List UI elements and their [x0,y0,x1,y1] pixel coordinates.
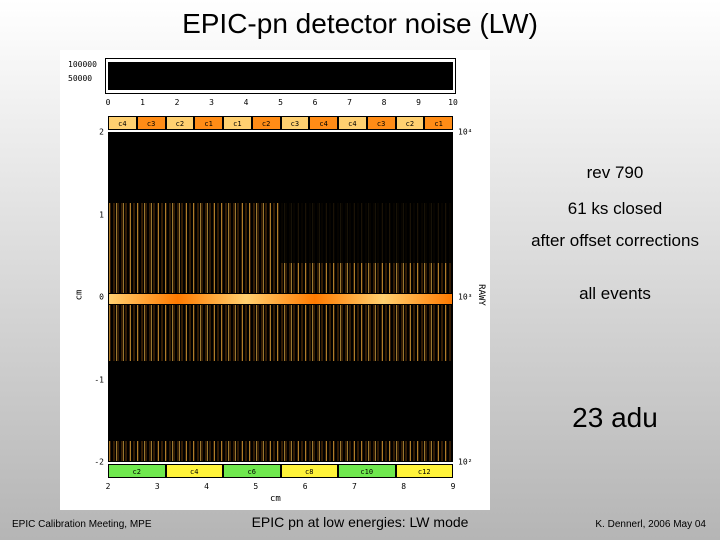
label-closed: 61 ks closed [530,198,700,219]
slide-title: EPIC-pn detector noise (LW) [0,8,720,40]
dark-band-top [109,133,452,203]
x-axis-unit: cm [270,494,281,504]
top-axis: 012345678910 [108,96,453,108]
dark-band-mid [281,203,453,263]
quadrant-label-row: c4c3c2c1c1c2c3c4c4c3c2c1 [108,116,453,130]
detector-figure: 100000 50000 012345678910 c4c3c2c1c1c2c3… [60,50,490,510]
label-offset: after offset corrections [530,230,700,251]
label-adu: 23 adu [530,402,700,434]
top-y-label-0: 100000 [68,60,97,69]
footer-right: K. Dennerl, 2006 May 04 [595,519,706,530]
mid-separator-bar [109,293,452,305]
label-rev: rev 790 [530,162,700,183]
rawy-label: RAWY [476,284,486,306]
detector-image [108,132,453,462]
label-events: all events [530,283,700,304]
top-y-label-1: 50000 [68,74,92,83]
dark-band-bottom [109,361,452,441]
y-axis-unit: cm [74,290,84,301]
ccd-label-row: c2c4c6c8c10c12 [108,464,453,478]
y-axis-left: 210-1-2 [86,132,106,462]
top-strip-image [108,62,453,90]
